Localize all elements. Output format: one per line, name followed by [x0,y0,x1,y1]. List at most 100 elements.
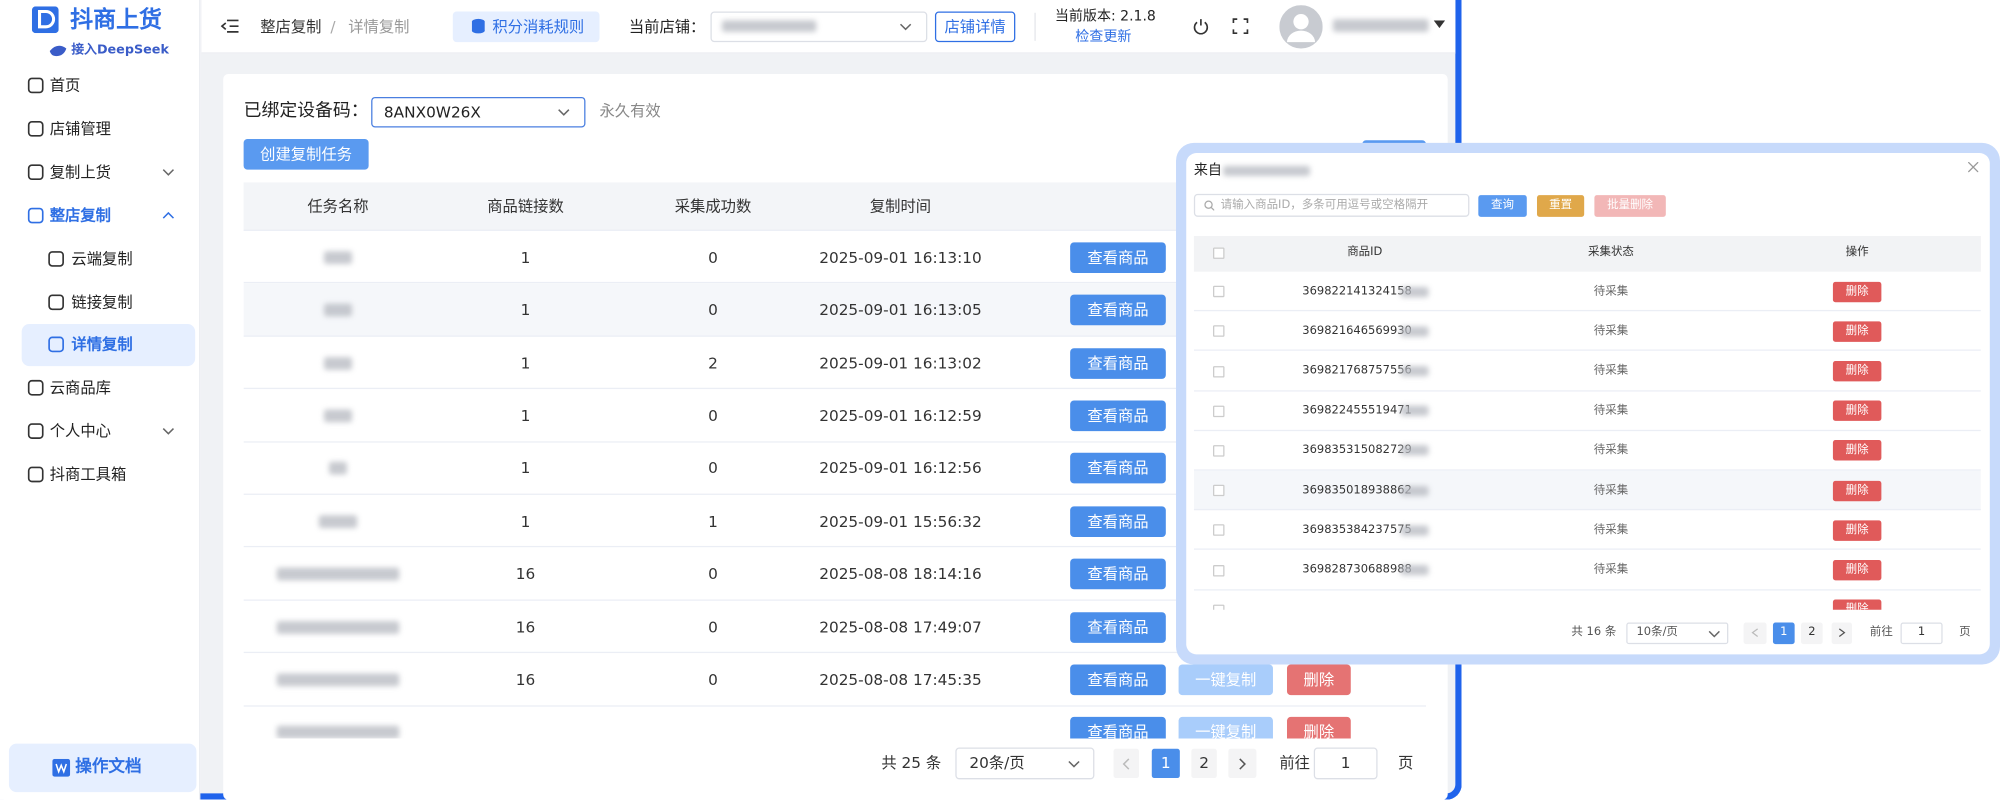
menu-item[interactable]: 首页 [49,76,81,95]
fullscreen-icon[interactable] [1232,18,1249,35]
search-input[interactable] [1193,193,1470,217]
row-checkbox[interactable] [1213,524,1225,537]
view-products-button[interactable]: 查看商品 [1070,664,1166,696]
topbar-divider [1034,12,1036,41]
row-checkbox[interactable] [1213,484,1225,497]
row-checkbox[interactable] [1213,325,1225,338]
view-products-button[interactable]: 查看商品 [1070,241,1166,273]
one-click-copy-button[interactable]: 一键复制 [1178,664,1273,696]
page-size-select[interactable]: 20条/页 [955,747,1095,780]
menu-item[interactable]: 抖商工具箱 [49,465,127,484]
redacted-text [276,673,400,687]
row-checkbox[interactable] [1213,405,1225,417]
points-rule-label[interactable]: 积分消耗规则 [492,17,585,36]
row-delete-button[interactable]: 删除 [1832,599,1882,610]
view-products-button[interactable]: 查看商品 [1070,505,1166,537]
dialog-button[interactable]: 批量删除 [1594,195,1666,217]
view-products-button[interactable]: 查看商品 [1070,611,1166,643]
menu-item[interactable]: 店铺管理 [49,119,111,138]
row-delete-button[interactable]: 删除 [1832,360,1882,382]
dialog-table-header [1193,235,1981,272]
header-checkbox[interactable] [1213,247,1225,259]
row-delete-button[interactable]: 删除 [1832,520,1882,541]
view-products-button[interactable]: 查看商品 [1070,400,1166,431]
collect-status: 待采集 [1593,324,1629,338]
redacted-text [1400,485,1429,496]
dialog-goto-input[interactable]: 1 [1900,622,1943,645]
user-caret[interactable] [1433,20,1446,29]
menu-item[interactable]: 个人中心 [49,422,111,441]
dialog-page-number[interactable]: 2 [1801,622,1823,645]
success-count: 0 [708,617,718,636]
dialog-prev-page[interactable] [1743,622,1767,645]
select-caret [558,109,570,116]
collect-status: 待采集 [1593,523,1629,537]
dialog-next-page[interactable] [1831,622,1853,645]
menu-item[interactable]: 链接复制 [71,293,133,312]
row-delete-button[interactable]: 删除 [1832,321,1882,342]
menu-item[interactable]: 整店复制 [49,206,111,225]
view-products-button[interactable]: 查看商品 [1070,558,1166,590]
row-checkbox[interactable] [1213,604,1225,610]
row-delete-button[interactable]: 删除 [1832,281,1882,302]
table-row [243,653,1427,707]
menu-icon [27,207,44,224]
copy-time: 2025-08-08 17:45:35 [819,670,982,689]
page-number[interactable]: 1 [1151,748,1180,779]
dialog-page-size[interactable]: 10条/页 [1626,622,1729,645]
close-icon[interactable] [1968,161,1979,173]
power-icon[interactable] [1193,18,1210,35]
dialog-button[interactable]: 重置 [1536,195,1585,217]
redacted-text [276,567,400,581]
copy-time: 2025-08-08 17:49:07 [819,617,982,636]
collect-status: 待采集 [1593,285,1629,298]
dialog-page-number[interactable]: 1 [1772,622,1795,645]
delete-button[interactable]: 删除 [1286,717,1351,739]
device-select[interactable]: 8ANX0W26X [371,96,586,128]
row-checkbox[interactable] [1213,285,1225,298]
docs-button[interactable] [8,743,197,793]
menu-item[interactable]: 复制上货 [49,163,111,182]
prev-page[interactable] [1113,748,1140,779]
breadcrumb-item[interactable]: 整店复制 [260,17,322,36]
row-checkbox[interactable] [1213,365,1225,377]
row-delete-button[interactable]: 删除 [1832,559,1882,581]
menu-icon [48,294,64,311]
menu-item[interactable]: 云商品库 [49,378,111,397]
page-number[interactable]: 2 [1191,748,1217,779]
row-delete-button[interactable]: 删除 [1832,400,1882,422]
redacted-text [323,250,353,264]
view-products-button[interactable]: 查看商品 [1070,347,1166,379]
link-count: 1 [520,248,531,267]
deepseek-link[interactable]: 接入DeepSeek [71,43,169,58]
menu-item[interactable]: 云端复制 [71,249,133,268]
dialog-button[interactable]: 查询 [1478,195,1527,217]
docs-label[interactable]: 操作文档 [75,757,142,777]
one-click-copy-button[interactable]: 一键复制 [1178,717,1273,739]
view-products-button[interactable]: 查看商品 [1070,294,1166,326]
view-products-button[interactable]: 查看商品 [1070,717,1166,739]
product-id: 369822455519471 [1302,404,1412,418]
check-update[interactable]: 检查更新 [1075,28,1132,45]
row-delete-button[interactable]: 删除 [1832,440,1882,461]
view-products-button[interactable]: 查看商品 [1070,453,1166,484]
device-validity: 永久有效 [599,102,661,120]
avatar[interactable] [1279,5,1323,49]
menu-selected-bg [21,323,196,367]
store-detail-button[interactable]: 店铺详情 [934,11,1016,43]
success-count: 0 [708,459,718,478]
table-row [243,442,1427,495]
menu-icon [27,423,44,439]
row-checkbox[interactable] [1213,445,1225,457]
next-page[interactable] [1228,748,1257,779]
menu-item[interactable]: 详情复制 [71,335,133,354]
row-delete-button[interactable]: 删除 [1832,480,1882,501]
search-placeholder: 请输入商品ID，多条可用逗号或空格隔开 [1220,198,1429,212]
redacted-text [721,20,817,32]
collapse-icon[interactable] [220,18,239,35]
delete-button[interactable]: 删除 [1286,664,1351,696]
row-checkbox[interactable] [1213,564,1225,576]
create-task-button[interactable]: 创建复制任务 [243,139,369,170]
goto-input[interactable]: 1 [1313,747,1378,780]
copy-time: 2025-08-08 18:14:16 [819,565,982,584]
